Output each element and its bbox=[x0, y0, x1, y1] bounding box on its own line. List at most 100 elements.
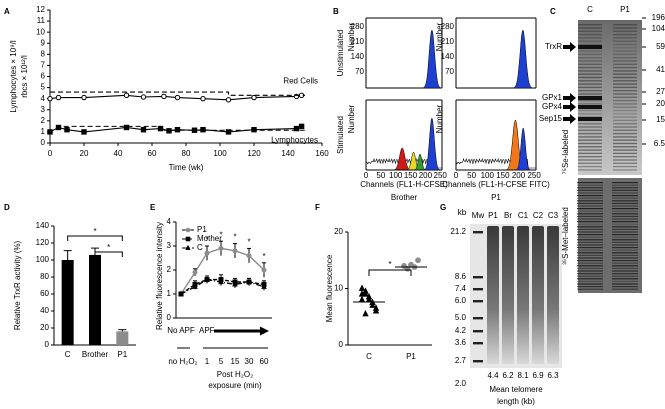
panel-label: G bbox=[440, 203, 446, 212]
histogram-peak bbox=[456, 29, 536, 89]
lane-label: C3 bbox=[548, 211, 559, 220]
marker bbox=[358, 295, 366, 303]
y-tick-label: 210 bbox=[441, 37, 455, 46]
gel-band bbox=[612, 184, 638, 186]
gel-band bbox=[578, 129, 602, 131]
gel-band bbox=[577, 260, 603, 262]
marker-label: 2.0 bbox=[455, 379, 467, 388]
gel-lane bbox=[517, 226, 529, 364]
arrow bbox=[563, 42, 576, 52]
length-label: 6.2 bbox=[502, 371, 514, 380]
gel-band bbox=[613, 50, 637, 52]
arrow bbox=[214, 326, 269, 336]
marker-label: 27 bbox=[656, 87, 665, 96]
significance-bracket bbox=[67, 235, 123, 241]
gel-band bbox=[613, 126, 637, 128]
x-axis-label: Post H₂O₂ bbox=[217, 370, 253, 379]
gel-band bbox=[577, 239, 603, 241]
gel bbox=[470, 224, 562, 368]
gel-band bbox=[613, 53, 637, 56]
marker bbox=[166, 128, 172, 134]
arrow bbox=[563, 93, 576, 103]
gel-band bbox=[577, 226, 603, 228]
gel-band bbox=[613, 93, 637, 95]
gel-band bbox=[577, 249, 603, 251]
marker bbox=[174, 94, 181, 101]
x-tick-label: 120 bbox=[247, 149, 261, 158]
gel-band bbox=[613, 90, 637, 92]
gel-band bbox=[578, 50, 602, 52]
y-tick-label: 1 bbox=[41, 127, 46, 136]
marker bbox=[55, 124, 62, 131]
panel-label: A bbox=[4, 7, 10, 16]
gel-band bbox=[577, 189, 603, 191]
marker bbox=[246, 278, 252, 285]
gel-band bbox=[577, 182, 603, 184]
gel-band bbox=[578, 76, 602, 79]
gel-band bbox=[578, 105, 602, 109]
marker bbox=[192, 283, 198, 289]
marker bbox=[372, 304, 380, 311]
x-tick-label: 5 bbox=[219, 357, 224, 366]
gel-band bbox=[578, 60, 602, 62]
gel-band bbox=[578, 152, 602, 155]
x-tick-label: 80 bbox=[182, 149, 191, 158]
length-label: 6.9 bbox=[532, 371, 544, 380]
gel-band bbox=[578, 156, 602, 158]
y-tick-label: 2 bbox=[167, 265, 172, 274]
x-tick-label: 60 bbox=[260, 357, 269, 366]
gel-band bbox=[473, 231, 483, 234]
gel-band bbox=[578, 117, 602, 121]
gel-band bbox=[612, 234, 638, 236]
marker bbox=[140, 94, 147, 100]
gel-band bbox=[577, 286, 603, 288]
gel-band bbox=[613, 66, 637, 69]
legend-label: Mother bbox=[197, 234, 222, 243]
gel-band bbox=[613, 96, 637, 98]
marker bbox=[55, 94, 62, 101]
marker bbox=[261, 267, 267, 273]
gel-band bbox=[612, 208, 638, 210]
gel-band bbox=[578, 113, 602, 115]
y-tick-label: 70 bbox=[355, 67, 364, 76]
marker-label: 6.0 bbox=[455, 296, 467, 305]
marker-label: 5.0 bbox=[455, 313, 467, 322]
gel-band bbox=[473, 317, 483, 320]
gel-band bbox=[577, 247, 603, 249]
y-tick-label: 3 bbox=[167, 241, 172, 250]
marker bbox=[358, 284, 366, 291]
gel-band bbox=[577, 267, 603, 269]
legend-marker bbox=[185, 236, 191, 242]
gel-band bbox=[578, 123, 602, 125]
reference-line bbox=[63, 125, 305, 131]
legend-marker bbox=[185, 244, 191, 250]
gel-band bbox=[577, 262, 603, 264]
marker-label: 2.7 bbox=[455, 356, 467, 365]
gel-band bbox=[577, 184, 603, 186]
marker bbox=[200, 127, 206, 133]
y-axis-label: Relative TrxR activity (%) bbox=[13, 240, 22, 330]
gel-band bbox=[613, 132, 637, 135]
gel-band bbox=[577, 236, 603, 238]
gel-band bbox=[613, 27, 637, 29]
gel-band bbox=[577, 231, 603, 233]
gel-band bbox=[578, 109, 602, 112]
lane-label: P1 bbox=[620, 5, 630, 14]
marker-label: 7.4 bbox=[455, 284, 467, 293]
significance-label: * bbox=[233, 233, 236, 242]
arrow bbox=[563, 102, 576, 112]
gel-band bbox=[613, 103, 637, 105]
x-tick-label: P1 bbox=[406, 352, 416, 361]
gel-band bbox=[613, 30, 637, 32]
gel-band bbox=[577, 213, 603, 215]
gel-band bbox=[613, 113, 637, 115]
gel-band bbox=[613, 83, 637, 85]
y-tick-label: 10 bbox=[334, 284, 343, 293]
arrow bbox=[563, 114, 576, 124]
gel-band bbox=[612, 278, 638, 280]
gel-band bbox=[577, 273, 603, 275]
y-tick-label: 80 bbox=[40, 272, 49, 281]
gel-band bbox=[473, 288, 483, 291]
gel-band bbox=[613, 70, 637, 72]
